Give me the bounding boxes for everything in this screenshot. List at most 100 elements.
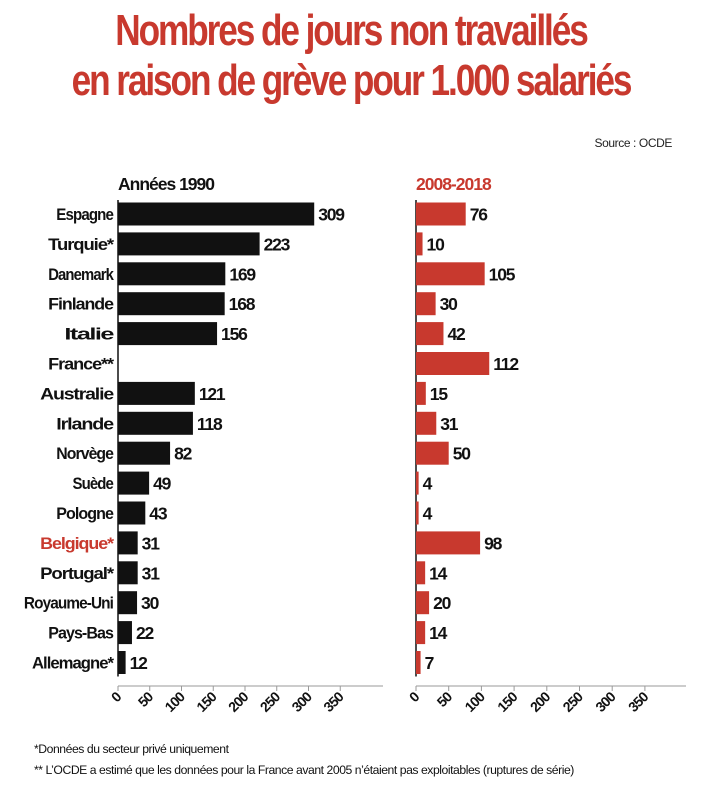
bar-right — [416, 591, 430, 615]
bar-right — [416, 651, 421, 674]
value-label-right: 30 — [440, 294, 459, 314]
bar-right — [416, 381, 426, 405]
value-label-left: 43 — [149, 504, 168, 524]
footnote-1: *Données du secteur privé uniquement — [34, 742, 229, 756]
x-tick-label-left: 150 — [193, 688, 220, 715]
x-tick-label-left: 250 — [257, 688, 284, 715]
value-label-right: 112 — [493, 354, 519, 374]
x-tick-label-left: 100 — [161, 688, 188, 715]
x-tick-label-right: 100 — [461, 688, 488, 715]
value-label-right: 14 — [429, 563, 448, 583]
bar-right — [416, 561, 426, 585]
bar-left — [118, 262, 226, 286]
value-label-left: 12 — [130, 653, 149, 673]
x-tick-label-left: 200 — [225, 688, 252, 715]
x-tick-label-left: 0 — [108, 688, 125, 705]
category-label: Royaume-Uni — [24, 594, 113, 613]
bar-left — [118, 561, 138, 585]
value-label-right: 4 — [423, 474, 433, 494]
source-note: Source : OCDE — [594, 136, 673, 150]
category-label: Suède — [73, 474, 114, 493]
category-label: Pologne — [56, 504, 113, 523]
category-label: Espagne — [56, 205, 113, 224]
category-label: Turquie* — [48, 235, 114, 254]
category-label: Danemark — [48, 265, 114, 284]
value-label-left: 169 — [229, 264, 256, 284]
value-label-left: 22 — [136, 623, 155, 643]
bar-left — [118, 591, 138, 615]
bar-right — [416, 621, 426, 645]
category-label: France** — [48, 355, 114, 374]
category-label: Australie — [40, 384, 114, 403]
bar-left — [118, 411, 193, 435]
chart-title: Nombres de jours non travaillés en raiso… — [70, 6, 633, 106]
bar-right — [416, 441, 449, 465]
value-label-right: 50 — [453, 444, 472, 464]
bar-right — [416, 471, 419, 495]
x-tick-label-left: 350 — [320, 688, 347, 715]
value-label-left: 121 — [199, 384, 226, 404]
x-tick-label-right: 250 — [559, 688, 586, 715]
bar-right — [416, 531, 481, 555]
bar-left — [118, 621, 132, 645]
bar-right — [416, 202, 466, 226]
bar-left — [118, 322, 218, 346]
value-label-right: 20 — [433, 593, 452, 613]
category-label: Finlande — [48, 295, 113, 314]
bar-left — [118, 531, 138, 555]
category-label: Allemagne* — [32, 654, 114, 673]
x-tick-label-right: 150 — [494, 688, 521, 715]
bar-right — [416, 292, 436, 316]
value-label-right: 105 — [489, 264, 516, 284]
x-tick-label-right: 50 — [434, 688, 456, 710]
footnote-2: ** L’OCDE a estimé que les données pour … — [34, 763, 574, 777]
category-label: Norvège — [56, 444, 113, 463]
bar-right — [416, 411, 437, 435]
series-header-left: Années 1990 — [118, 174, 215, 194]
bar-left — [118, 232, 260, 256]
value-label-left: 309 — [318, 205, 345, 225]
value-label-left: 156 — [221, 324, 248, 344]
value-label-left: 31 — [142, 563, 161, 583]
bar-left — [118, 501, 146, 525]
value-label-right: 15 — [430, 384, 449, 404]
value-label-left: 118 — [197, 414, 223, 434]
value-label-right: 7 — [425, 653, 434, 673]
x-tick-label-right: 350 — [625, 688, 652, 715]
bar-left — [118, 651, 126, 674]
value-label-right: 76 — [470, 205, 489, 225]
value-label-right: 31 — [440, 414, 459, 434]
bar-right — [416, 322, 444, 346]
value-label-left: 31 — [142, 533, 161, 553]
bar-left — [118, 292, 225, 316]
x-tick-label-right: 300 — [592, 688, 619, 715]
x-tick-label-left: 50 — [135, 688, 157, 710]
bar-left — [118, 381, 195, 405]
value-label-right: 4 — [423, 504, 433, 524]
footnotes: *Données du secteur privé uniquement ** … — [34, 739, 574, 781]
bar-left — [118, 202, 315, 226]
title-line-1: Nombres de jours non travaillés — [115, 6, 589, 55]
value-label-right: 10 — [427, 234, 446, 254]
bar-right — [416, 262, 485, 286]
series-header-right: 2008-2018 — [416, 174, 492, 194]
x-tick-label-right: 200 — [527, 688, 554, 715]
value-label-left: 168 — [229, 294, 256, 314]
x-tick-label-right: 0 — [406, 688, 423, 705]
value-label-right: 42 — [447, 324, 466, 344]
value-label-right: 98 — [484, 533, 503, 553]
category-label: Irlande — [56, 414, 113, 433]
bar-left — [118, 471, 150, 495]
category-label: Italie — [64, 325, 113, 344]
x-tick-label-left: 300 — [288, 688, 315, 715]
category-label: Portugal* — [40, 564, 114, 583]
value-label-left: 30 — [141, 593, 160, 613]
value-label-right: 14 — [429, 623, 448, 643]
category-label: Belgique* — [40, 534, 114, 553]
value-label-left: 49 — [153, 474, 172, 494]
bar-right — [416, 501, 419, 525]
bar-right — [416, 352, 490, 375]
bar-left — [118, 441, 171, 465]
title-line-2: en raison de grève pour 1.000 salariés — [71, 56, 633, 105]
